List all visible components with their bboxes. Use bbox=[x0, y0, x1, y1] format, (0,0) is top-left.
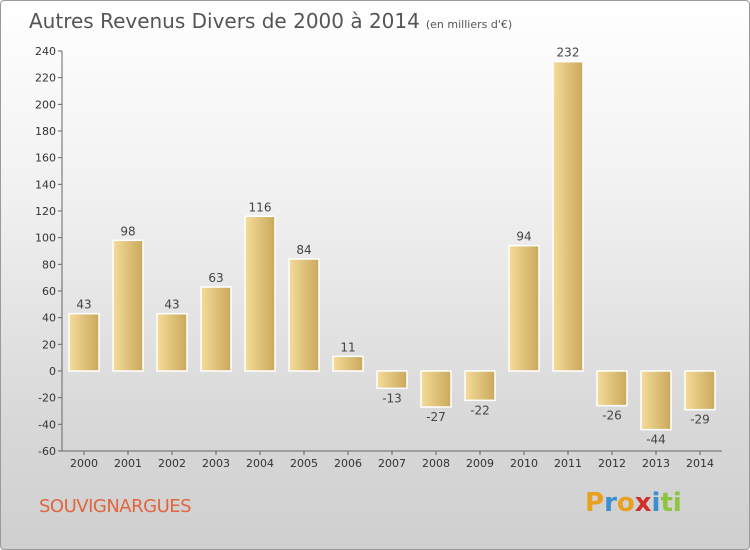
bar-value-label: -26 bbox=[602, 409, 622, 423]
bar-value-label: -22 bbox=[470, 403, 490, 417]
bar-value-label: 116 bbox=[249, 200, 272, 214]
bar bbox=[112, 239, 144, 372]
y-tick-label: 140 bbox=[35, 178, 56, 191]
x-tick-label: 2000 bbox=[70, 457, 98, 470]
x-tick-label: 2003 bbox=[202, 457, 230, 470]
bar bbox=[332, 355, 364, 372]
y-tick-label: -60 bbox=[38, 445, 56, 458]
y-tick-label: 100 bbox=[35, 232, 56, 245]
bar bbox=[464, 370, 496, 402]
x-tick-label: 2007 bbox=[378, 457, 406, 470]
x-tick-label: 2010 bbox=[510, 457, 538, 470]
x-tick-label: 2006 bbox=[334, 457, 362, 470]
bar-value-label: 98 bbox=[120, 224, 135, 238]
x-tick-label: 2008 bbox=[422, 457, 450, 470]
bar bbox=[508, 244, 540, 372]
x-tick-label: 2005 bbox=[290, 457, 318, 470]
y-tick-label: 60 bbox=[42, 285, 56, 298]
x-tick-label: 2013 bbox=[642, 457, 670, 470]
y-tick-label: 20 bbox=[42, 338, 56, 351]
y-tick-label: 120 bbox=[35, 205, 56, 218]
bar bbox=[68, 312, 100, 372]
bar bbox=[552, 60, 584, 372]
bar-value-label: 11 bbox=[340, 340, 355, 354]
x-tick-label: 2012 bbox=[598, 457, 626, 470]
chart-title-text: Autres Revenus Divers de 2000 à 2014 bbox=[29, 9, 420, 33]
x-tick-label: 2004 bbox=[246, 457, 274, 470]
y-tick-label: 80 bbox=[42, 258, 56, 271]
y-tick-label: 220 bbox=[35, 72, 56, 85]
y-tick-label: 200 bbox=[35, 98, 56, 111]
bar bbox=[244, 215, 276, 372]
bar bbox=[596, 370, 628, 407]
city-name: SOUVIGNARGUES bbox=[39, 496, 192, 517]
x-tick-label: 2011 bbox=[554, 457, 582, 470]
bar-value-label: 43 bbox=[76, 298, 91, 312]
bar bbox=[420, 370, 452, 408]
bar bbox=[200, 286, 232, 372]
bar-value-label: 232 bbox=[557, 46, 580, 60]
x-tick-label: 2001 bbox=[114, 457, 142, 470]
x-tick-label: 2009 bbox=[466, 457, 494, 470]
x-tick-label: 2002 bbox=[158, 457, 186, 470]
bar-value-label: 63 bbox=[208, 271, 223, 285]
bar-value-label: 43 bbox=[164, 298, 179, 312]
bar bbox=[156, 312, 188, 372]
bar-value-label: -13 bbox=[382, 391, 402, 405]
bar-value-label: 94 bbox=[516, 230, 531, 244]
bar-value-label: -27 bbox=[426, 410, 446, 424]
chart-title: Autres Revenus Divers de 2000 à 2014 (en … bbox=[29, 9, 512, 33]
y-tick-label: -20 bbox=[38, 392, 56, 405]
bar bbox=[684, 370, 716, 411]
y-tick-label: 0 bbox=[49, 365, 56, 378]
y-tick-label: -40 bbox=[38, 418, 56, 431]
bar bbox=[288, 258, 320, 372]
chart-unit: (en milliers d'€) bbox=[425, 18, 513, 31]
bar bbox=[376, 370, 408, 390]
y-tick-label: 40 bbox=[42, 312, 56, 325]
bar-value-label: 84 bbox=[296, 243, 311, 257]
y-tick-label: 180 bbox=[35, 125, 56, 138]
x-tick-label: 2014 bbox=[686, 457, 714, 470]
y-tick-label: 240 bbox=[35, 45, 56, 58]
proxiti-logo: Proxiti bbox=[585, 488, 682, 518]
bar-value-label: -29 bbox=[690, 413, 710, 427]
y-tick-label: 160 bbox=[35, 152, 56, 165]
bar bbox=[640, 370, 672, 431]
bar-value-label: -44 bbox=[646, 433, 666, 447]
